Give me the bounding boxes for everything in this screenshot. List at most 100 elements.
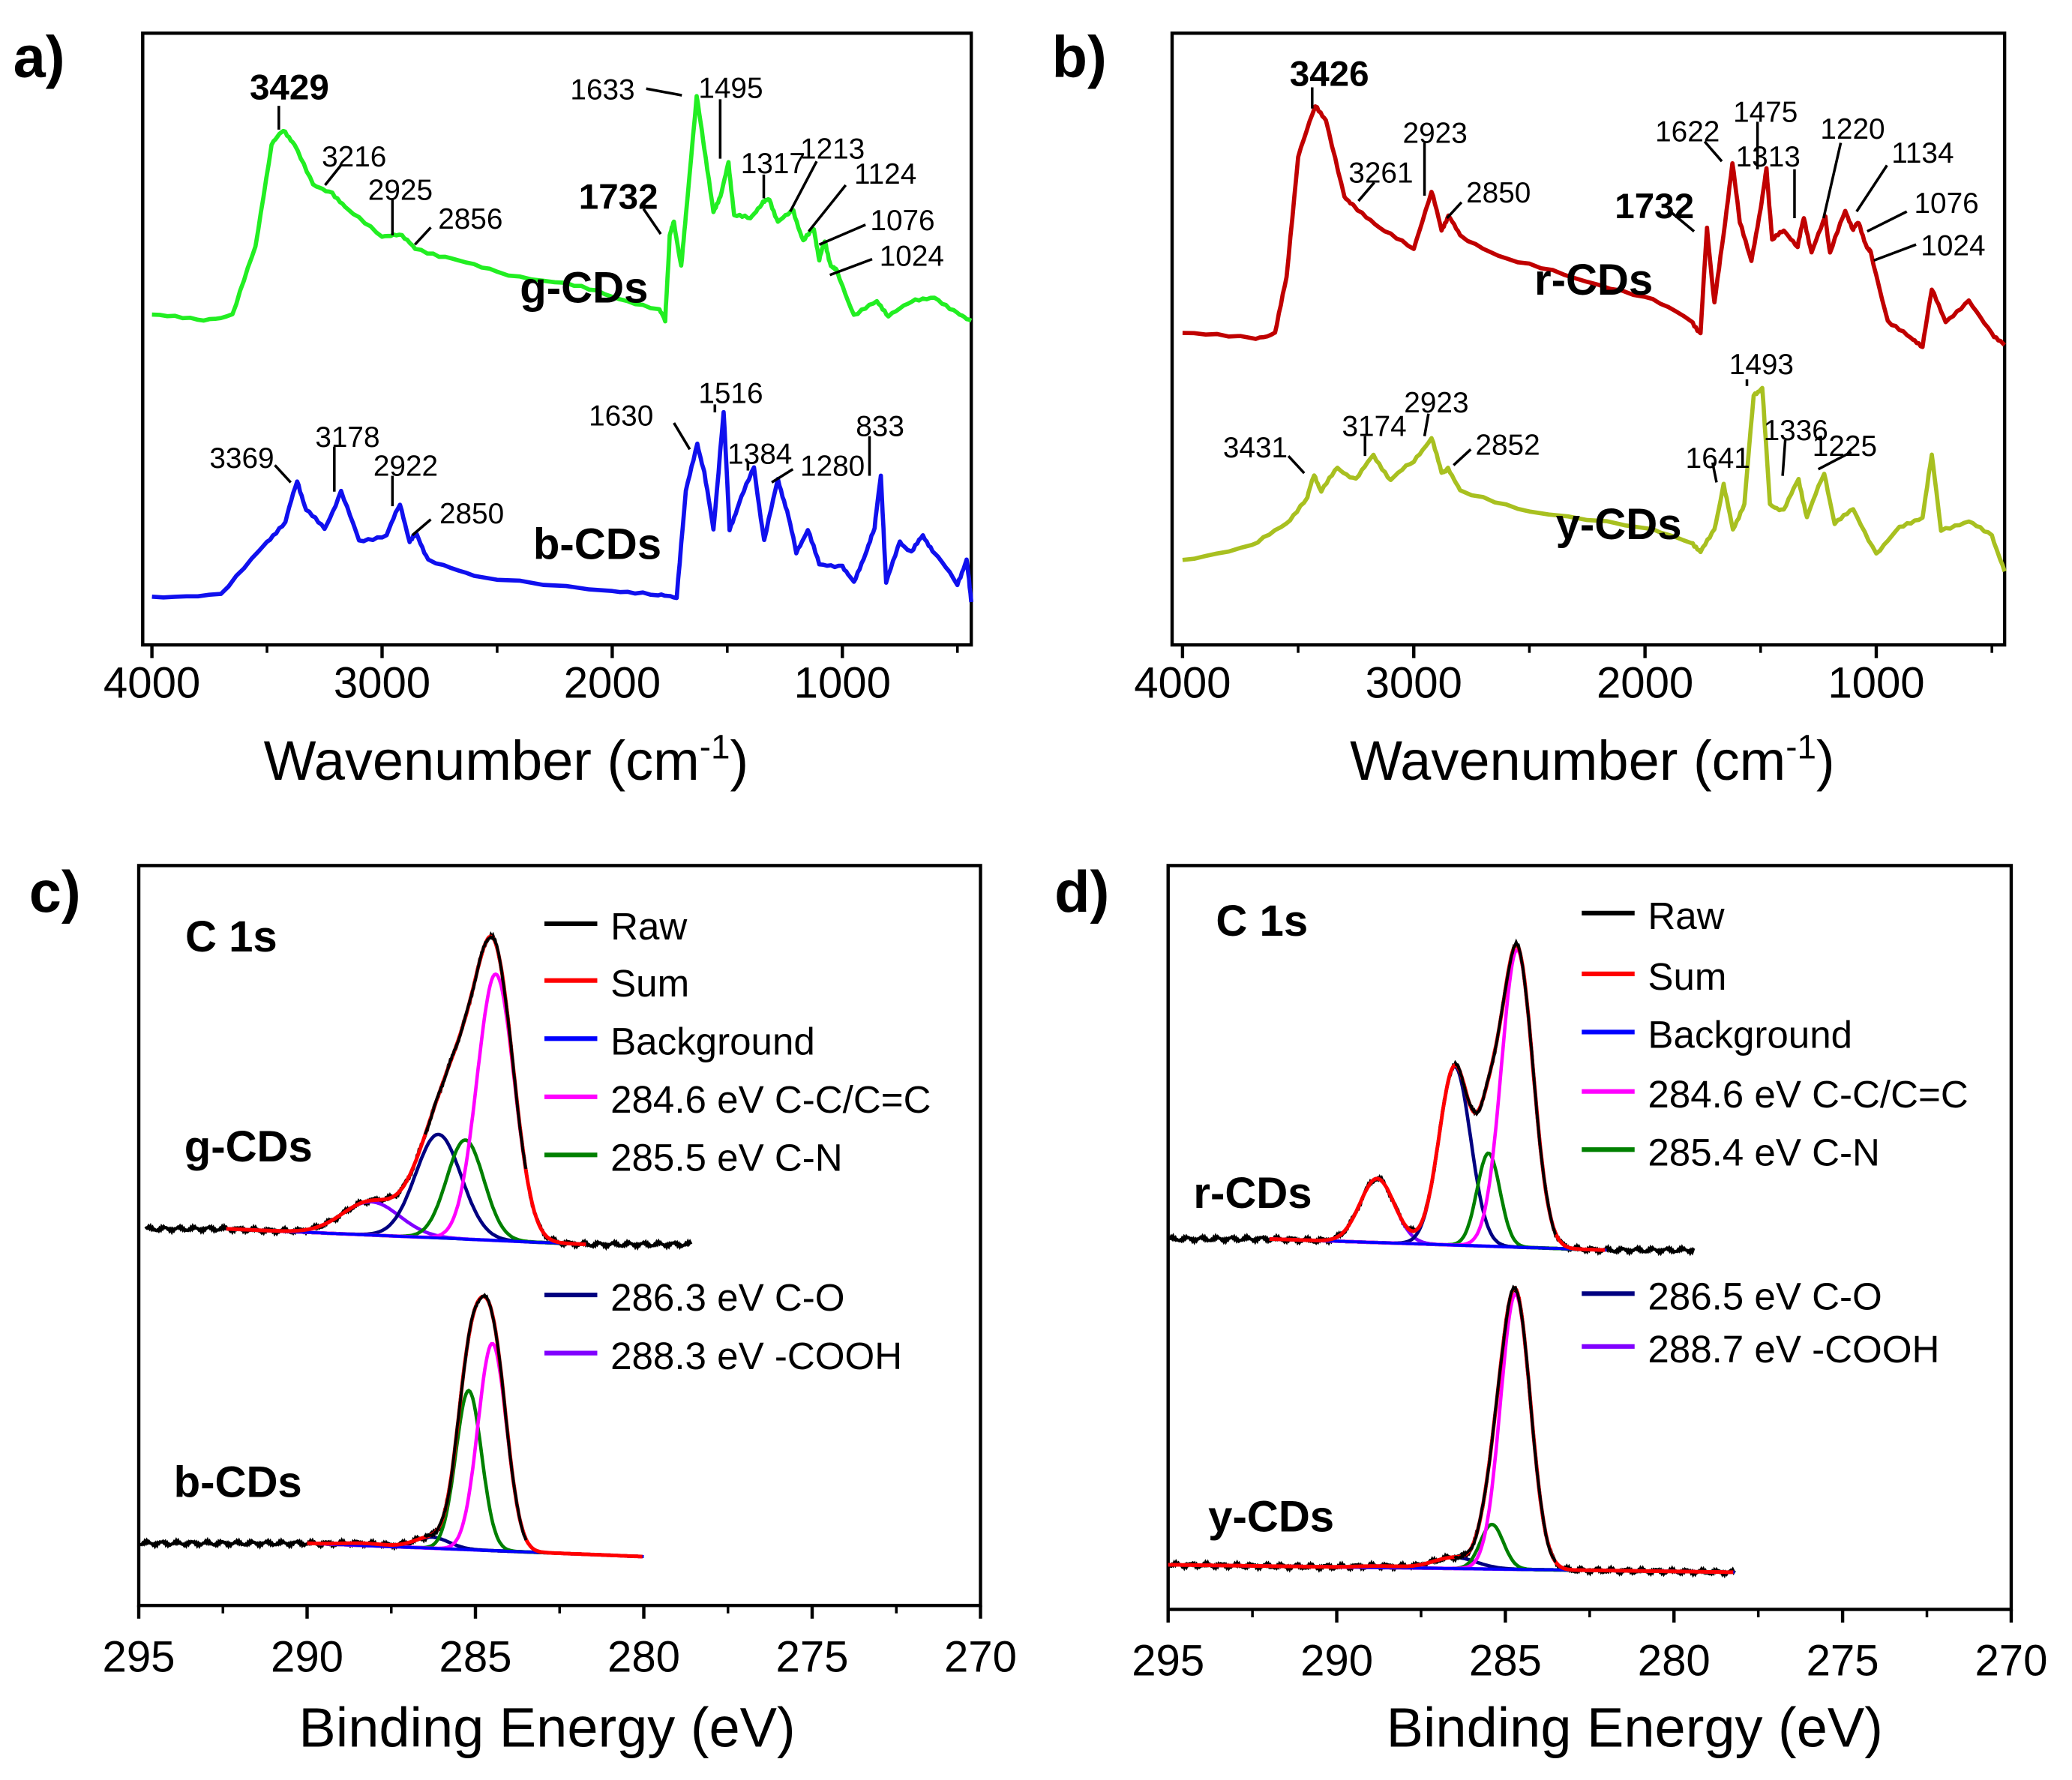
- peak-leader-line: [642, 208, 662, 235]
- x-tick-label: 285: [1469, 1637, 1542, 1686]
- peak-label: 1336: [1764, 415, 1828, 447]
- peak-label: 1493: [1729, 349, 1794, 381]
- x-tick-label: 3000: [334, 659, 430, 708]
- peak-label: 2922: [373, 451, 438, 483]
- legend-label: 288.3 eV -COOH: [610, 1335, 902, 1377]
- peak-label: 1134: [1891, 137, 1954, 169]
- peak-leader-line: [789, 160, 818, 212]
- peak-label: 1024: [1921, 229, 1985, 262]
- x-tick-label: 280: [1638, 1637, 1711, 1686]
- x-tick-label: 3000: [1366, 659, 1462, 708]
- peak-label: 3429: [250, 67, 329, 107]
- peak-label: 1732: [579, 178, 658, 217]
- axes-frame-a: [141, 31, 973, 647]
- peak-label: 2850: [439, 498, 504, 530]
- legend-label: 284.6 eV C-C/C=C: [1648, 1073, 1968, 1116]
- peak-leader-line: [1446, 201, 1463, 220]
- panel-label-a: a): [13, 25, 65, 89]
- peak-leader-line: [1423, 413, 1430, 437]
- ftir-curve-g-cds: [151, 94, 973, 324]
- x-tick-label: 290: [1300, 1637, 1373, 1686]
- peak-label: 1633: [570, 73, 634, 106]
- x-axis-label-c: Binding Energy (eV): [298, 1697, 795, 1759]
- peak-label: 1732: [1615, 187, 1694, 226]
- x-tick-label: 1000: [794, 659, 891, 708]
- x-axis-label-d: Binding Energy (eV): [1387, 1697, 1883, 1759]
- peak-label: 3426: [1290, 55, 1369, 94]
- x-tick-label: 4000: [1134, 659, 1231, 708]
- peak-leader-line: [1287, 454, 1306, 475]
- peak-label: 1076: [870, 205, 934, 237]
- xps-raw-curve-top: [423, 934, 528, 1170]
- peak-leader-line: [1669, 210, 1696, 232]
- x-tick-label: 275: [1807, 1637, 1879, 1686]
- xps-sum-curve: [226, 934, 586, 1247]
- x-tick-label: 285: [439, 1632, 512, 1681]
- xps-component-cc: [1269, 947, 1606, 1252]
- peak-leader-line: [808, 184, 847, 232]
- peak-label: 1280: [800, 451, 865, 483]
- x-tick-label: 1000: [1828, 659, 1924, 708]
- x-tick-label: 280: [607, 1632, 680, 1681]
- legend-label: Raw: [1648, 894, 1725, 937]
- x-tick-label: 2000: [564, 659, 661, 708]
- peak-leader-line: [1703, 140, 1723, 163]
- series-label-r-cds: r-CDs: [1534, 256, 1653, 304]
- peak-leader-line: [1855, 164, 1888, 213]
- peak-leader-line: [1873, 243, 1917, 262]
- peak-label: 1076: [1914, 187, 1978, 220]
- ftir-curve-r-cds: [1182, 104, 2007, 349]
- peak-label: 3431: [1223, 432, 1288, 464]
- peak-leader-line: [1781, 439, 1787, 476]
- x-tick-label: 290: [271, 1632, 343, 1681]
- peak-leader-line: [411, 518, 432, 537]
- x-tick-label: 275: [776, 1632, 849, 1681]
- peak-leader-line: [414, 226, 432, 246]
- peak-label: 1024: [880, 240, 944, 272]
- panel-label-d: d): [1054, 860, 1109, 924]
- legend-label: Sum: [1648, 955, 1726, 998]
- xps-raw-curve: [137, 1307, 477, 1551]
- peak-leader-line: [771, 468, 794, 484]
- peak-leader-line: [673, 422, 691, 451]
- series-label-y-cds: y-CDs: [1556, 500, 1682, 549]
- peak-label: 1220: [1820, 113, 1885, 145]
- ftir-curve-y-cds: [1182, 385, 2007, 573]
- sample-label-g-cds: g-CDs: [184, 1122, 313, 1171]
- series-label-g-cds: g-CDs: [520, 264, 648, 313]
- sample-label-b-cds: b-CDs: [174, 1458, 302, 1507]
- xps-raw-curve-top: [1453, 1284, 1557, 1563]
- xps-sum-curve: [1269, 942, 1606, 1252]
- peak-label: 3178: [315, 421, 379, 454]
- legend-label: Background: [610, 1020, 815, 1062]
- peak-label: 1213: [800, 133, 865, 166]
- peak-leader-line: [1822, 142, 1843, 219]
- x-tick-label: 4000: [103, 659, 200, 708]
- legend-label: Background: [1648, 1014, 1852, 1056]
- peak-leader-line: [1867, 210, 1908, 233]
- peak-label: 2852: [1475, 429, 1540, 461]
- peak-label: 3216: [322, 141, 386, 173]
- legend-label: 285.4 eV C-N: [1648, 1131, 1880, 1173]
- x-tick-label: 270: [944, 1632, 1017, 1681]
- peak-label: 1630: [589, 400, 653, 433]
- peak-label: 1384: [727, 439, 792, 471]
- peak-label: 1317: [741, 148, 805, 180]
- peak-label: 1313: [1736, 141, 1801, 173]
- peak-leader-line: [324, 164, 343, 187]
- peak-leader-line: [1817, 451, 1852, 471]
- peak-label: 2850: [1466, 177, 1531, 209]
- peak-leader-line: [1357, 181, 1375, 202]
- xps-raw-curve-top: [1454, 942, 1558, 1236]
- peak-label: 3261: [1348, 157, 1413, 189]
- panel-label-b: b): [1052, 25, 1107, 89]
- x-tick-label: 270: [1975, 1637, 2047, 1686]
- peak-label: 1641: [1686, 442, 1750, 475]
- peak-label: 2856: [438, 203, 502, 235]
- x-tick-label: 295: [103, 1632, 175, 1681]
- legend-label: 286.5 eV C-O: [1648, 1275, 1882, 1317]
- peak-leader-line: [829, 257, 873, 277]
- legend-label: 286.3 eV C-O: [610, 1276, 844, 1319]
- x-axis-label-b: Wavenumber (cm-1): [1350, 728, 1835, 792]
